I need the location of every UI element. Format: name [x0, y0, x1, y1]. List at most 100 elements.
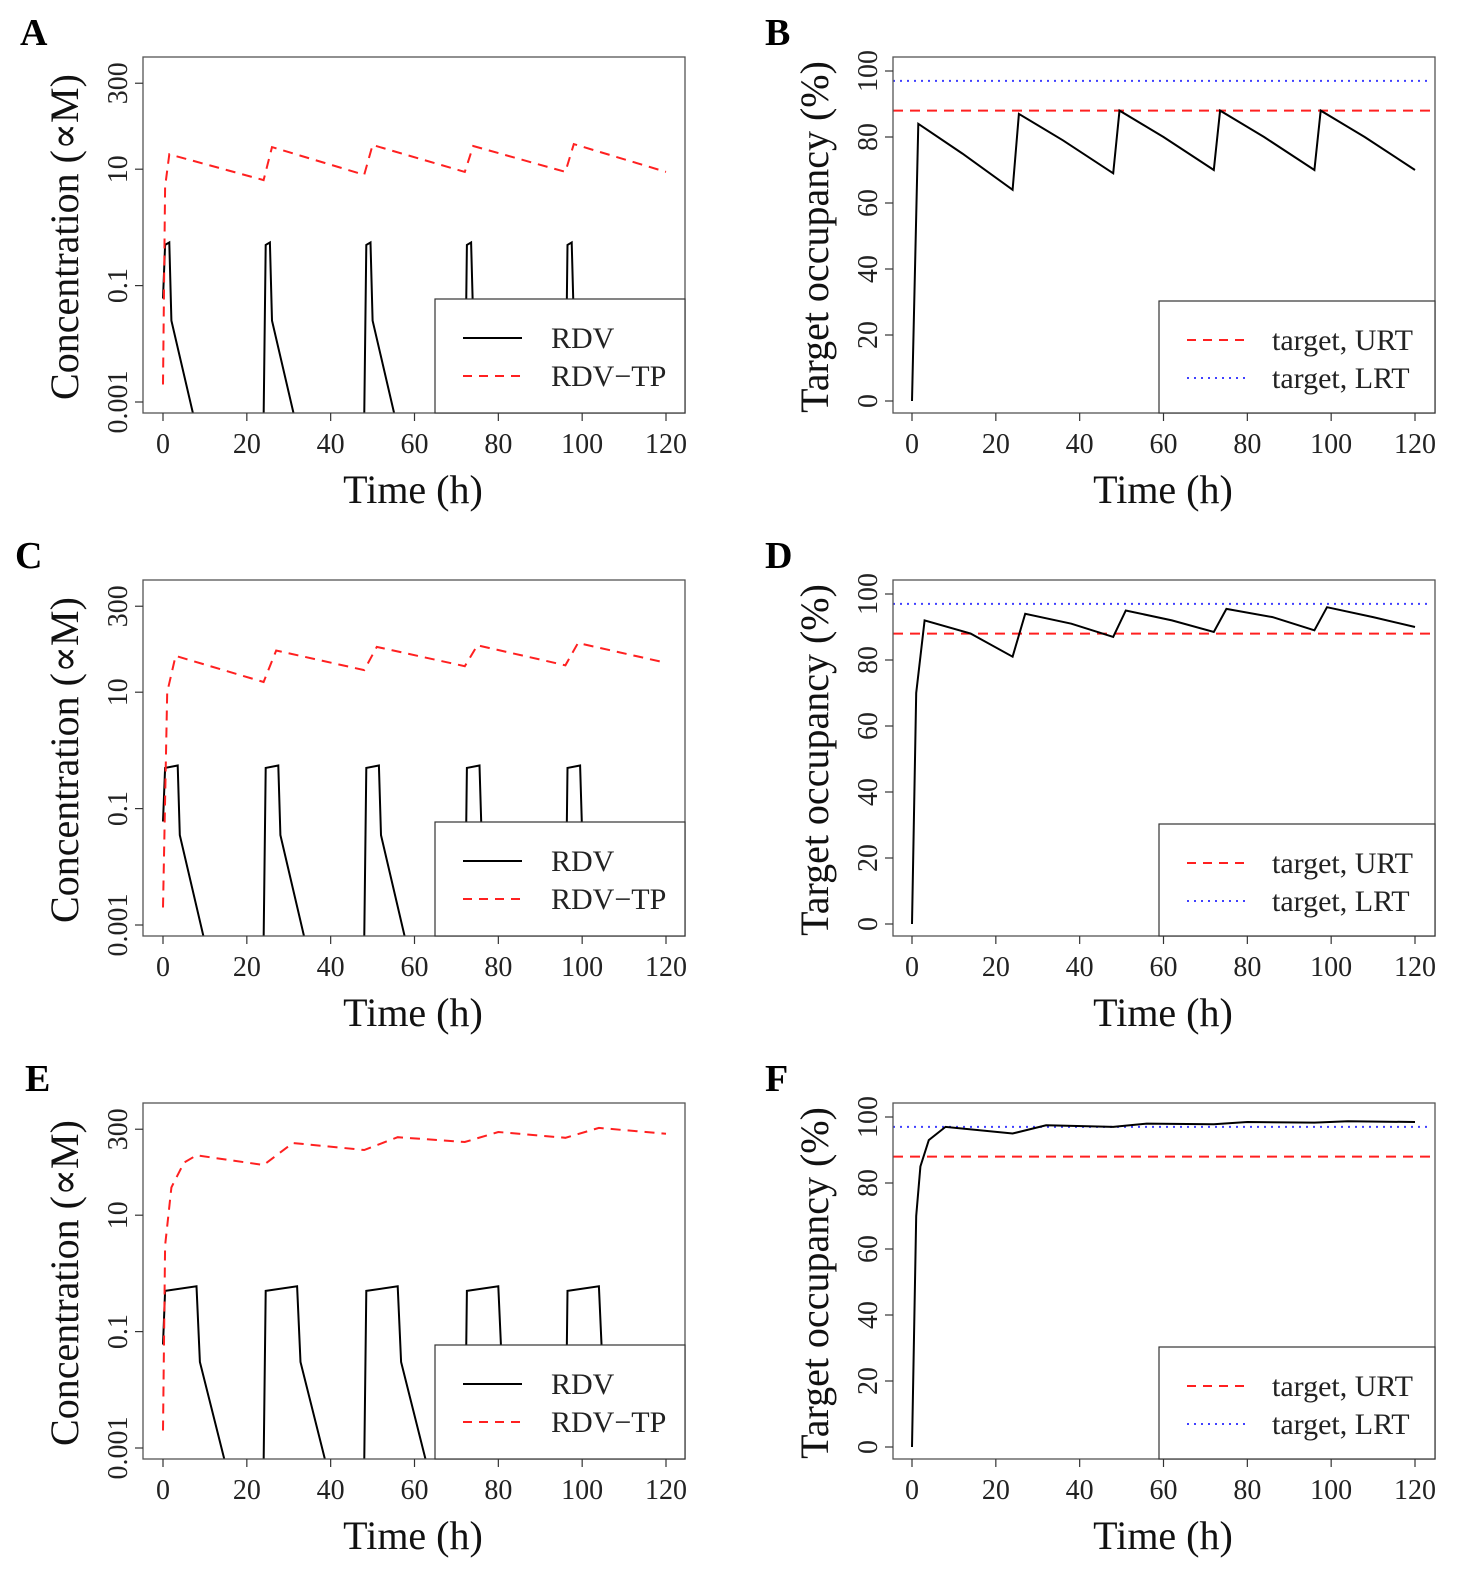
legend-box: [1158, 823, 1436, 937]
y-tick-label: 80: [853, 123, 884, 151]
x-tick-label: 120: [1394, 1475, 1436, 1506]
legend-label: target, LRT: [1272, 1408, 1410, 1441]
x-tick-label: 60: [401, 429, 429, 460]
x-tick-label: 120: [645, 952, 687, 983]
legend: RDV RDV−TP: [434, 298, 686, 414]
x-tick-label: 40: [317, 952, 345, 983]
legend-label: RDV−TP: [551, 360, 666, 393]
y-tick-label: 0.1: [103, 268, 134, 303]
legend: RDV RDV−TP: [434, 1344, 686, 1460]
legend: target, URT target, LRT: [1158, 300, 1436, 414]
y-tick-label: 0.1: [103, 791, 134, 826]
y-tick-label: 40: [853, 1301, 884, 1329]
x-tick-label: 20: [233, 1475, 261, 1506]
x-tick-label: 120: [645, 429, 687, 460]
series-rdv: [162, 240, 597, 413]
x-axis-title: Time (h): [1093, 467, 1233, 512]
legend-label: RDV−TP: [551, 883, 666, 916]
x-tick-label: 20: [233, 429, 261, 460]
series-rdv: [162, 1285, 628, 1459]
y-tick-label: 300: [103, 1108, 134, 1150]
y-tick-label: 10: [103, 155, 134, 183]
panel-label: A: [20, 12, 48, 54]
y-tick-label: 300: [103, 62, 134, 104]
x-tick-label: 80: [484, 1475, 512, 1506]
plot-area: [893, 79, 1435, 402]
x-tick-label: 20: [233, 952, 261, 983]
y-tick-label: 0: [853, 394, 884, 408]
y-tick-label: 60: [853, 1235, 884, 1263]
legend-label: RDV: [551, 1368, 615, 1401]
y-tick-label: 0.001: [103, 894, 134, 957]
series-occupancy: [911, 108, 1416, 402]
legend: target, URT target, LRT: [1158, 823, 1436, 937]
x-tick-label: 80: [1233, 952, 1261, 983]
panel-a: A 0 20 40 60 80 100 120 Time (h) 0.001 0.1 10 300 Con…: [20, 12, 687, 512]
x-tick-label: 60: [401, 952, 429, 983]
y-tick-label: 0.1: [103, 1314, 134, 1349]
x-tick-label: 40: [1066, 1475, 1094, 1506]
panel-c: C 0 20 40 60 80 100 120 Time (h) 0.001 0.1 10 300 Con…: [15, 535, 687, 1035]
panel-d: D 0 20 40 60 80 100 120 Time (h) 0 20 40 60 80 100 Targ…: [765, 535, 1436, 1035]
x-tick-label: 120: [645, 1475, 687, 1506]
series-rdv: [162, 764, 607, 936]
y-tick-label: 60: [853, 189, 884, 217]
x-tick-label: 20: [982, 1475, 1010, 1506]
legend-label: target, LRT: [1272, 885, 1410, 918]
y-tick-label: 0: [853, 1440, 884, 1454]
x-tick-label: 0: [156, 1475, 170, 1506]
x-tick-label: 40: [1066, 952, 1094, 983]
y-axis-title: Target occupancy (%): [792, 584, 837, 936]
x-axis-title: Time (h): [343, 1513, 483, 1558]
y-tick-label: 80: [853, 646, 884, 674]
x-tick-label: 40: [317, 429, 345, 460]
plot-area: [162, 1126, 667, 1459]
y-tick-label: 100: [853, 50, 884, 92]
x-tick-label: 0: [156, 952, 170, 983]
panel-label: E: [25, 1058, 50, 1100]
y-tick-label: 0: [853, 917, 884, 931]
x-tick-label: 100: [561, 1475, 603, 1506]
y-tick-label: 20: [853, 844, 884, 872]
x-tick-label: 80: [1233, 1475, 1261, 1506]
x-tick-label: 100: [561, 952, 603, 983]
panel-b: B 0 20 40 60 80 100 120 Time (h) 0 20 40 60 80 100 Targ…: [765, 12, 1436, 512]
legend-box: [434, 298, 686, 414]
x-tick-label: 80: [484, 429, 512, 460]
x-tick-label: 20: [982, 952, 1010, 983]
panel-label: B: [765, 12, 790, 54]
x-tick-label: 40: [1066, 429, 1094, 460]
y-tick-label: 100: [853, 1096, 884, 1138]
series-rdv-tp: [162, 1126, 667, 1431]
series-occupancy: [911, 1120, 1416, 1448]
x-tick-label: 60: [401, 1475, 429, 1506]
y-tick-label: 10: [103, 1201, 134, 1229]
x-tick-label: 0: [905, 1475, 919, 1506]
legend-label: RDV: [551, 322, 615, 355]
plot-area: [893, 1120, 1435, 1448]
legend-label: RDV: [551, 845, 615, 878]
legend-label: target, URT: [1272, 324, 1413, 357]
legend: target, URT target, LRT: [1158, 1346, 1436, 1460]
y-axis-title: Concentration (∝M): [42, 74, 87, 400]
x-tick-label: 100: [1310, 1475, 1352, 1506]
x-axis-title: Time (h): [343, 990, 483, 1035]
plot-area: [893, 602, 1435, 925]
x-axis-title: Time (h): [1093, 990, 1233, 1035]
y-tick-label: 10: [103, 678, 134, 706]
legend-label: target, URT: [1272, 847, 1413, 880]
x-tick-label: 120: [1394, 952, 1436, 983]
series-rdv-tp: [162, 641, 667, 908]
y-tick-label: 0.001: [103, 371, 134, 434]
x-tick-label: 60: [1150, 952, 1178, 983]
y-tick-label: 20: [853, 1367, 884, 1395]
plot-area: [162, 142, 667, 413]
legend-label: RDV−TP: [551, 1406, 666, 1439]
y-tick-label: 60: [853, 712, 884, 740]
y-axis-title: Concentration (∝M): [42, 597, 87, 923]
x-tick-label: 100: [1310, 429, 1352, 460]
x-tick-label: 40: [317, 1475, 345, 1506]
legend-box: [1158, 300, 1436, 414]
x-tick-label: 60: [1150, 1475, 1178, 1506]
x-tick-label: 80: [1233, 429, 1261, 460]
